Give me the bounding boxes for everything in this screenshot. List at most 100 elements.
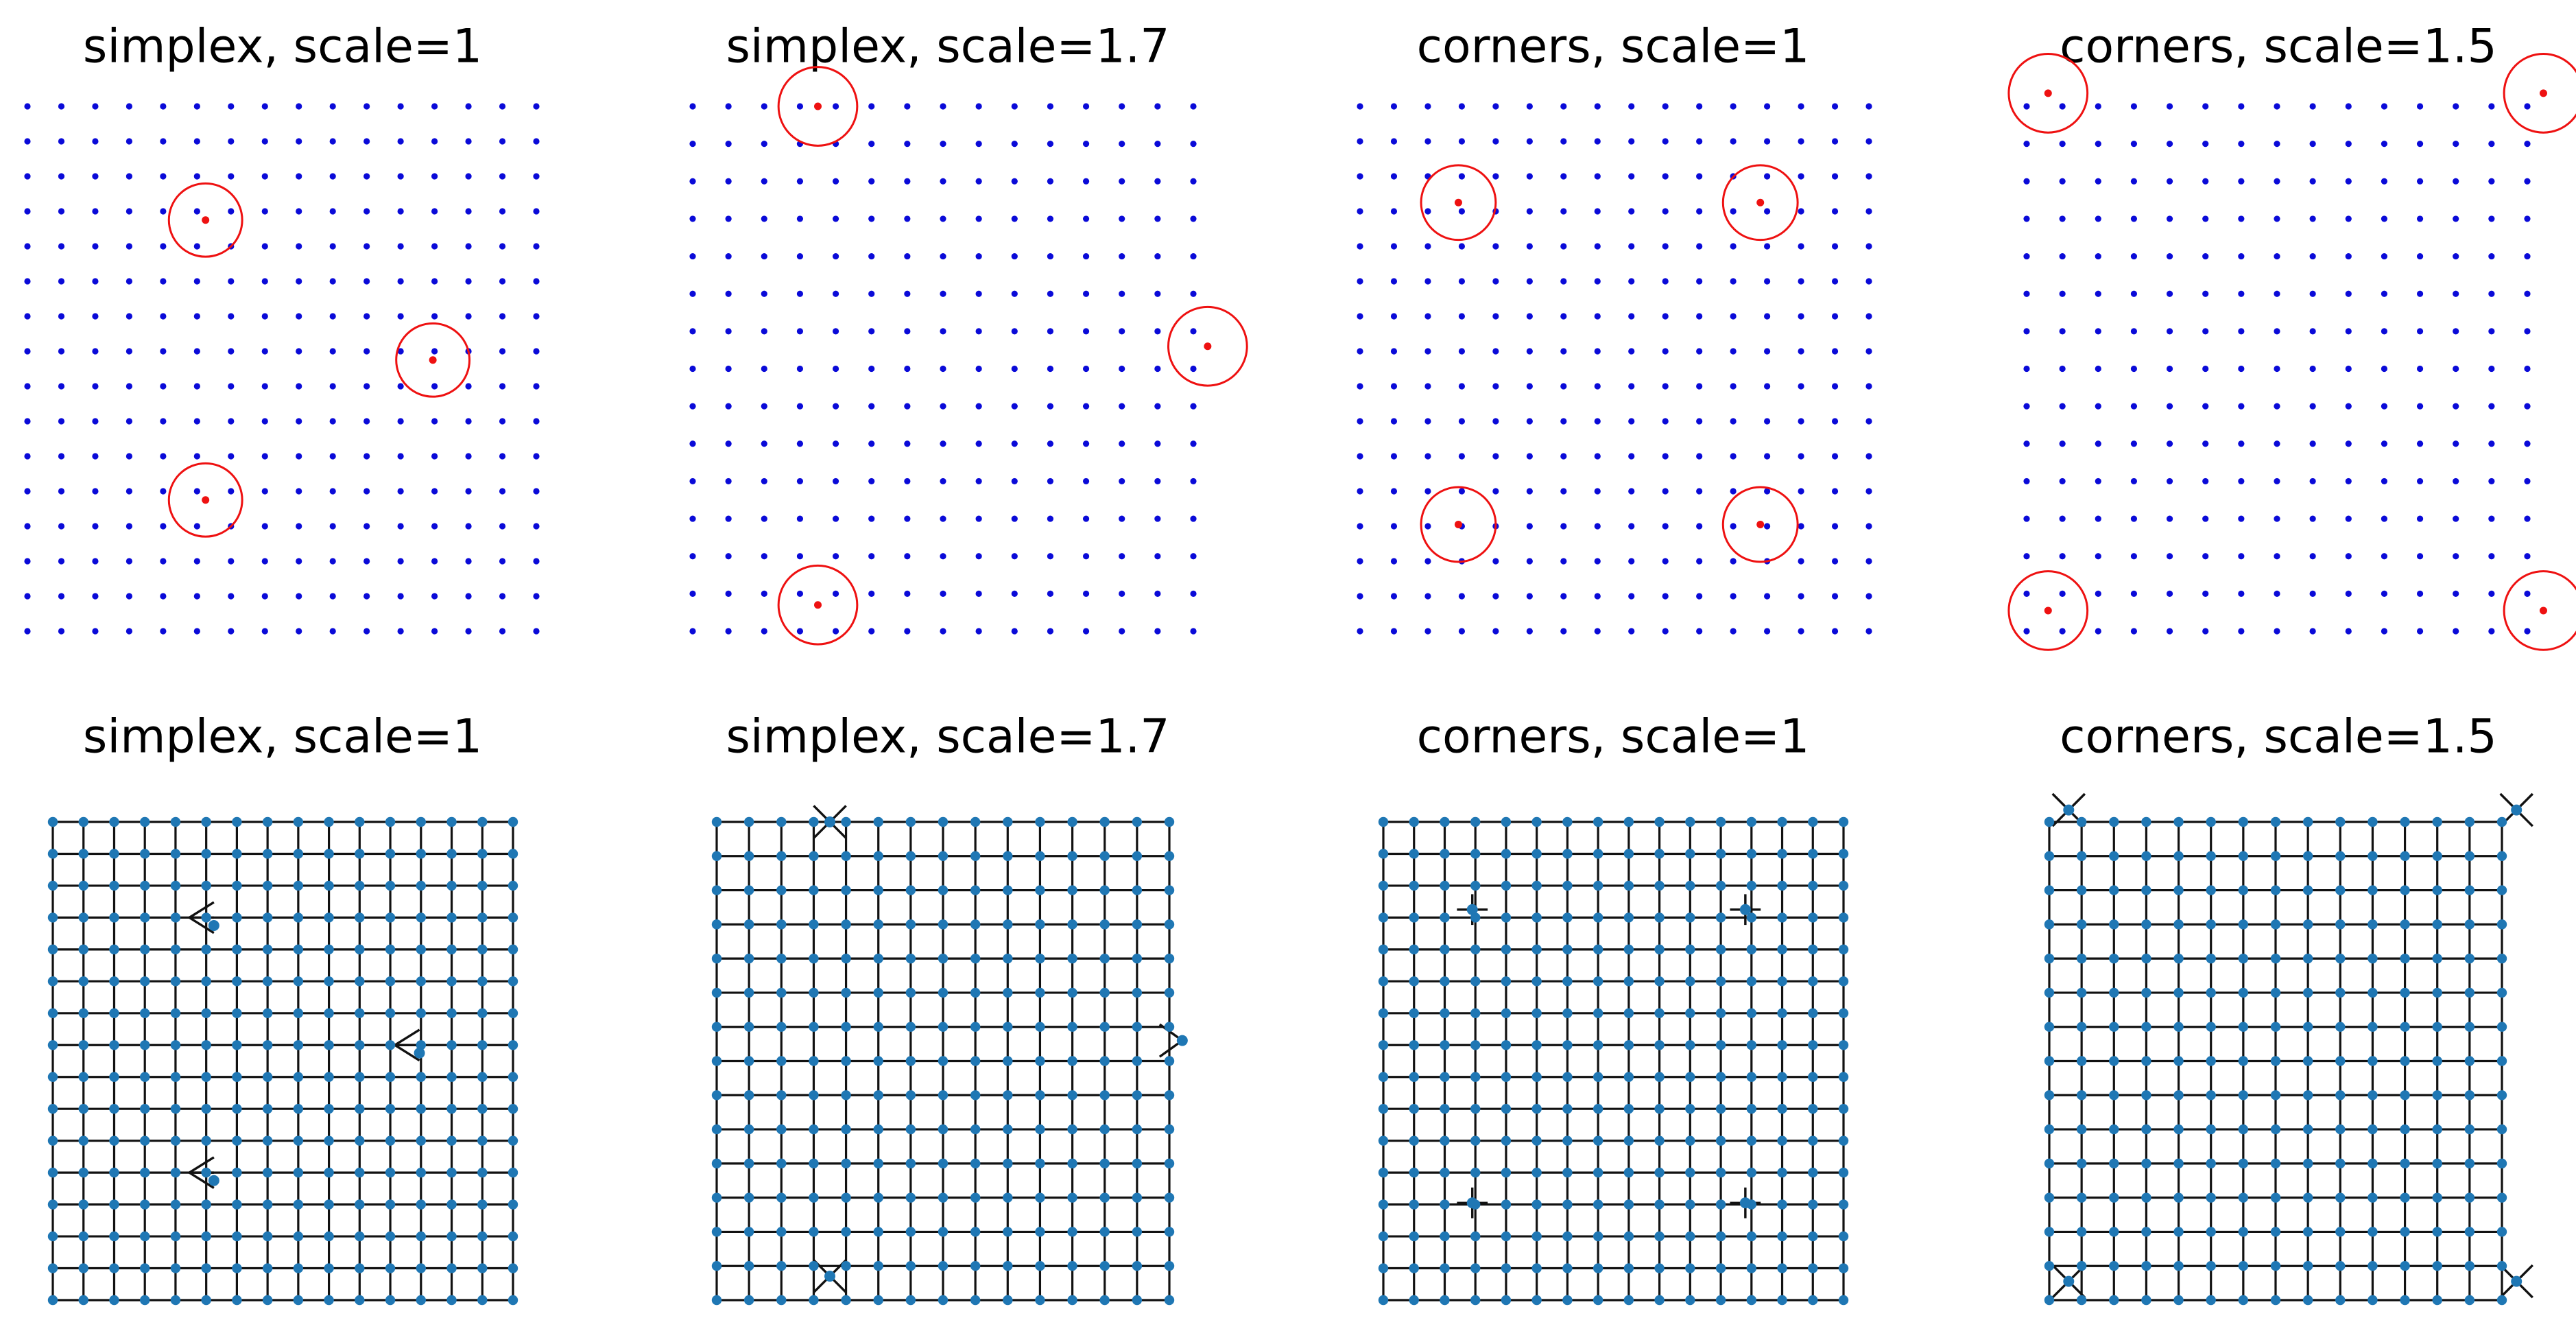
grid-point [24, 243, 31, 250]
mesh-node [140, 849, 150, 859]
grid-point [1594, 173, 1601, 180]
grid-point [2238, 515, 2245, 522]
mesh-node [2141, 1158, 2151, 1169]
grid-point [1526, 558, 1533, 565]
mesh-node [1003, 816, 1013, 827]
grid-point [2524, 628, 2531, 635]
grid-point [1082, 141, 1090, 148]
grid-point [2166, 478, 2173, 485]
mesh-node [477, 1199, 488, 1210]
mesh-node [1593, 1167, 1603, 1178]
grid-point [1011, 141, 1018, 148]
mesh-node [1531, 1263, 1542, 1273]
mesh-node [776, 816, 787, 827]
mesh-node [262, 1231, 273, 1242]
mesh-node [841, 1261, 851, 1271]
grid-point [160, 418, 167, 425]
mesh-node [776, 1124, 787, 1135]
grid-point [2059, 328, 2066, 335]
grid-point [1424, 453, 1431, 460]
mesh-node [416, 880, 426, 891]
mesh-node [232, 1008, 242, 1019]
grid-point [2274, 103, 2280, 110]
mesh-node [1378, 976, 1389, 987]
mesh-node [2464, 851, 2475, 861]
grid-point [796, 403, 804, 410]
mesh-node [2400, 1192, 2410, 1203]
grid-point [193, 278, 200, 285]
mesh-node [1501, 849, 1512, 859]
grid-point [228, 418, 235, 425]
mesh-node [809, 987, 819, 998]
mesh-node [2400, 816, 2410, 827]
grid-point [397, 558, 404, 565]
mesh-node [1593, 880, 1603, 891]
grid-point [1047, 478, 1054, 485]
mesh-node [1531, 880, 1542, 891]
mesh-node [1035, 1295, 1045, 1306]
grid-point [2023, 178, 2030, 185]
mesh-node [2238, 816, 2249, 827]
grid-point [1865, 278, 1872, 285]
mesh-node [2044, 816, 2055, 827]
grid-point [1696, 173, 1703, 180]
mesh-node [1440, 1167, 1450, 1178]
mesh-nodes [711, 816, 1188, 1306]
grid-point [2416, 365, 2424, 373]
grid-point [160, 208, 167, 215]
grid-point [329, 138, 336, 145]
mesh-node [385, 912, 396, 923]
mesh-node [170, 1231, 181, 1242]
grid-point [533, 173, 540, 180]
grid-point [1424, 593, 1431, 600]
mesh-node [1654, 976, 1665, 987]
mesh-node [1378, 880, 1389, 891]
grid-point [1865, 523, 1872, 530]
grid-point [1831, 488, 1839, 495]
grid-point [904, 290, 911, 297]
mesh-node [873, 987, 883, 998]
mesh-node [1562, 849, 1573, 859]
grid-point [1526, 418, 1533, 425]
mesh-node [1164, 1022, 1175, 1032]
grid-point [1594, 103, 1601, 110]
grid-point [1458, 593, 1465, 600]
grid-point [261, 593, 268, 600]
mesh-node [1685, 1040, 1695, 1050]
mesh-node [1378, 912, 1389, 923]
neighborhood-circle [1167, 305, 1248, 387]
grid-point [796, 590, 804, 597]
grid-point [160, 593, 167, 600]
grid-point [261, 523, 268, 530]
grid-point [2023, 290, 2030, 297]
grid-point [1011, 328, 1018, 335]
grid-point [363, 453, 370, 460]
mesh-node [201, 816, 211, 827]
mesh-node [47, 816, 58, 827]
mesh-node [1623, 1008, 1634, 1019]
grid-point [1594, 313, 1601, 320]
mesh-node [355, 1199, 365, 1210]
mesh-node [2044, 1158, 2055, 1169]
mesh-node [1470, 1104, 1481, 1114]
grid-point [1047, 440, 1054, 447]
mesh-node [970, 851, 981, 861]
mesh-node [2076, 1124, 2087, 1135]
grid-point [1492, 243, 1499, 250]
grid-point [126, 593, 132, 600]
grid-point [2095, 290, 2101, 297]
panel-bottom-3: corners, scale=1 [1378, 710, 1849, 1306]
mesh-node [262, 944, 273, 955]
mesh-node [1715, 1199, 1726, 1210]
grid-point [761, 103, 767, 110]
grid-point [1082, 515, 1090, 522]
mesh-node [1003, 851, 1013, 861]
mesh-node [416, 816, 426, 827]
grid-point [1154, 628, 1161, 635]
mesh-node [905, 1261, 916, 1271]
grid-point [940, 403, 946, 410]
mesh-node [201, 1135, 211, 1146]
grid-point [533, 278, 540, 285]
grid-point [2381, 515, 2388, 522]
grid-point [1424, 243, 1431, 250]
